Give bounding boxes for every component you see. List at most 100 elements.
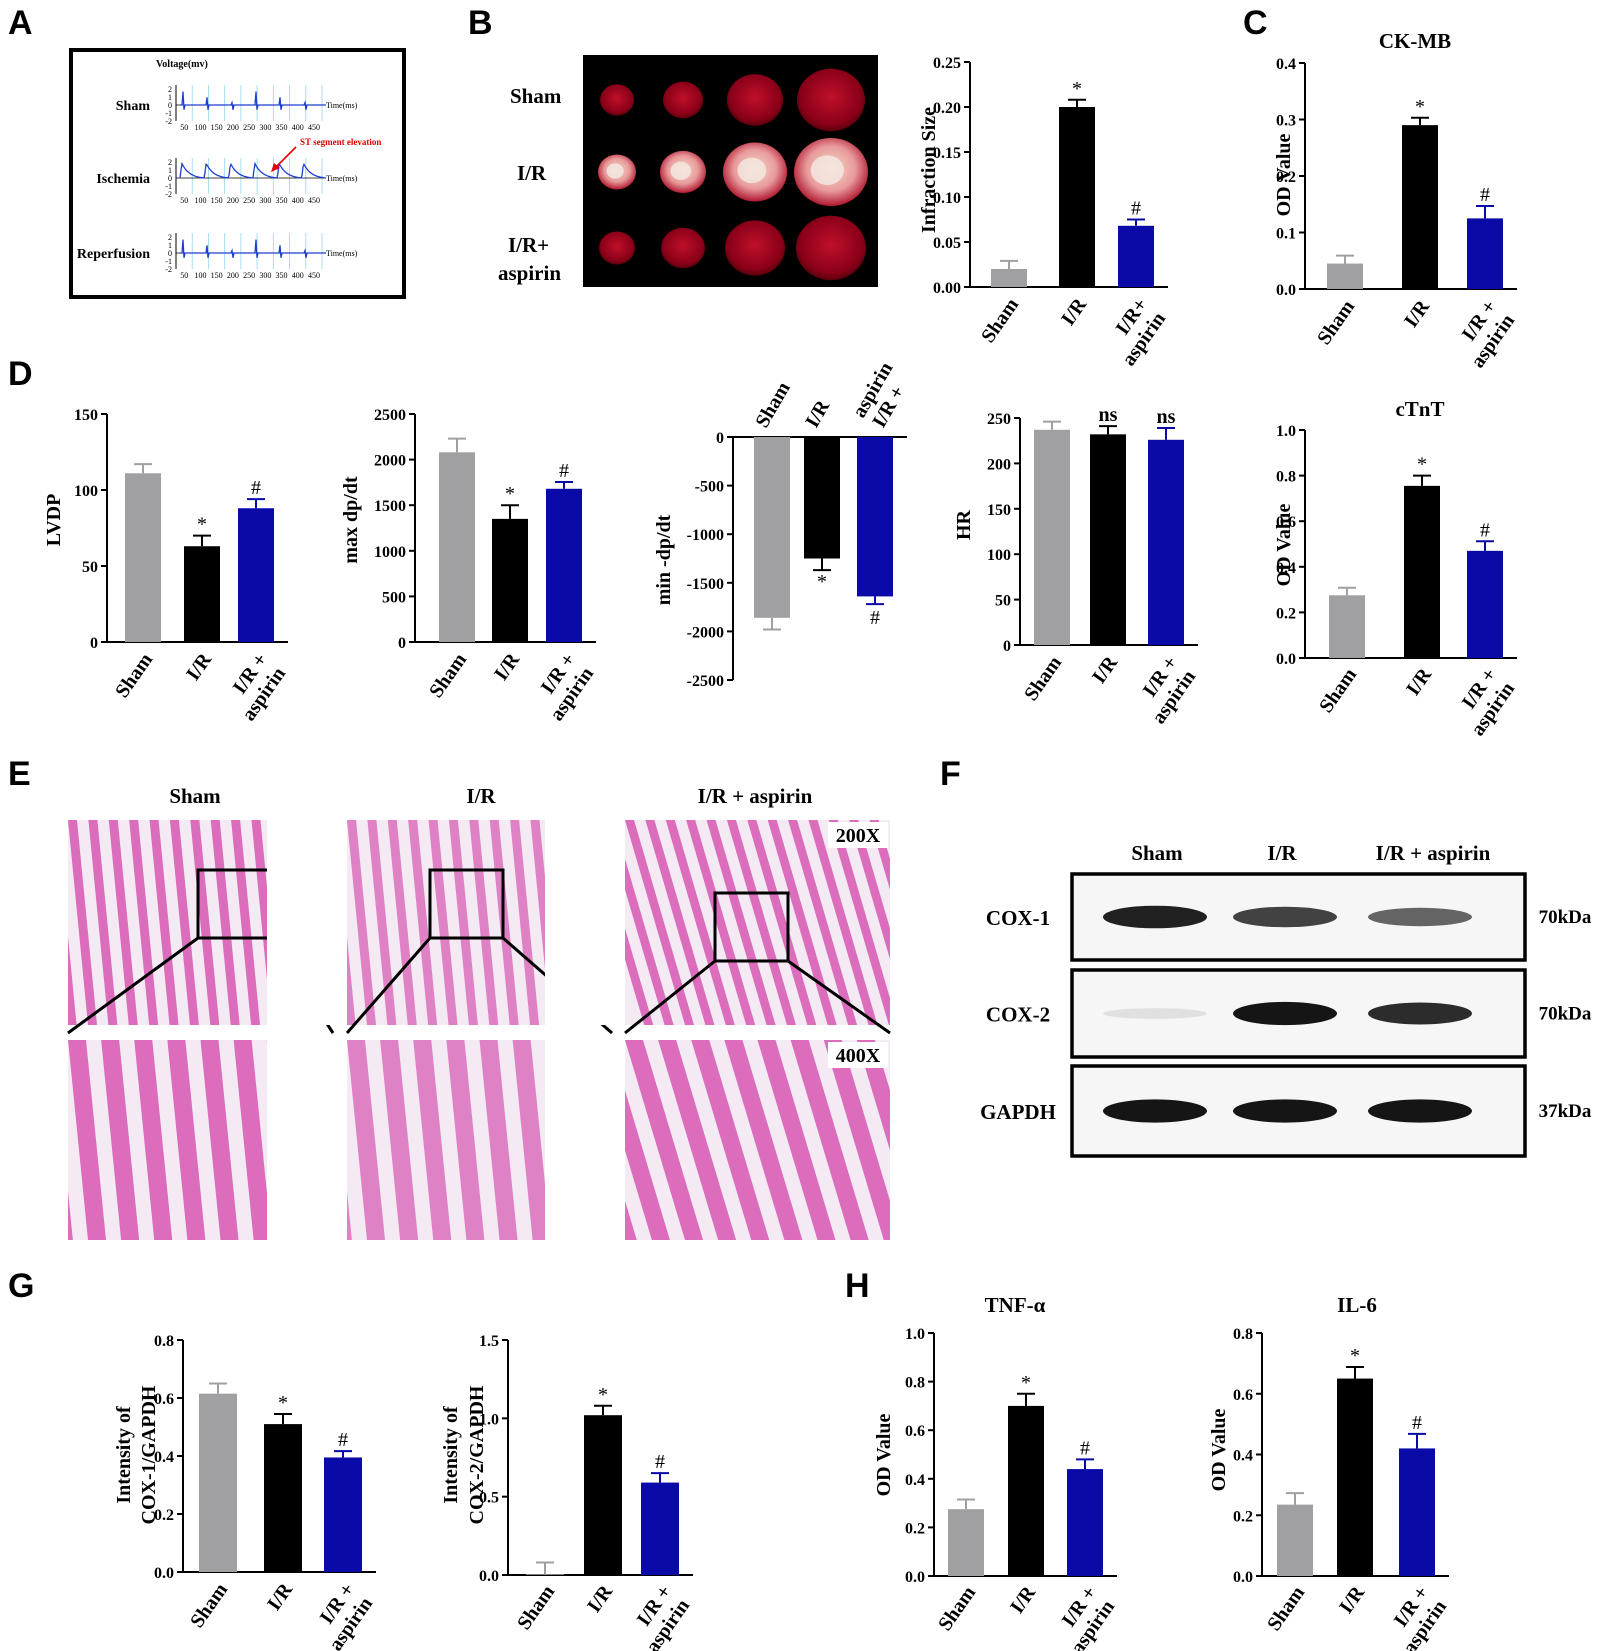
bar-2	[238, 508, 274, 642]
y-axis-label: Infraction Size	[918, 107, 940, 233]
bar-0	[948, 1509, 984, 1576]
western-blot-panel: Sham I/R I/R + aspirin COX-1 70kDa COX-2 70…	[980, 841, 1592, 1158]
y-tick-label: -2000	[687, 624, 724, 641]
y-tick-label: -2500	[687, 673, 724, 690]
category-label-0: Sham	[111, 649, 157, 702]
ecg-row-0: Sham 210-1-2 50 100 150 200 250 300 350 400 450 Tim…	[116, 85, 358, 132]
significance-mark-1: ns	[1099, 404, 1118, 426]
histology-tiles: 200X400X200X400X200X400X	[0, 820, 1602, 1240]
ttc-row-label-sham: Sham	[510, 84, 562, 108]
category-label-1: I/R	[1400, 296, 1434, 332]
y-tick-label: 1.0	[1276, 423, 1296, 440]
y-tick-label: 0.0	[154, 1565, 174, 1582]
ecg-x-tick: 300	[259, 271, 271, 280]
muscle-fibre	[767, 820, 837, 1025]
blot-protein-label: GAPDH	[980, 1100, 1056, 1124]
ecg-frame	[69, 48, 406, 299]
y-tick-label: 50	[82, 559, 98, 576]
muscle-fibre	[101, 1040, 140, 1240]
category-label-0: Sham	[751, 378, 795, 432]
y-tick-label: 0.05	[933, 235, 961, 252]
bar-0	[199, 1393, 237, 1572]
significance-mark-2: #	[870, 607, 880, 629]
ecg-x-tick: 50	[180, 196, 188, 205]
bar-0	[439, 452, 475, 642]
muscle-fibre	[788, 820, 858, 1025]
mag-label-bg	[828, 1042, 888, 1068]
tile-mask	[267, 1040, 347, 1240]
muscle-fibre	[167, 1040, 206, 1240]
significance-mark-1: *	[505, 483, 515, 505]
y-axis-label: OD Value	[1208, 1408, 1230, 1491]
infarct-area	[606, 163, 624, 179]
tile-mask	[545, 1040, 625, 1240]
y-tick-label: 0.8	[1276, 469, 1296, 486]
significance-mark-1: *	[1072, 78, 1082, 100]
ecg-annotation: ST segment elevation	[271, 137, 381, 172]
blot-row-cox-2: COX-2 70kDa	[986, 968, 1592, 1059]
ecg-x-tick: 300	[259, 196, 271, 205]
ttc-hearts	[598, 68, 868, 281]
heart-slice	[600, 84, 634, 116]
muscle-fibre	[134, 1040, 173, 1240]
ecg-y-tick: 2	[168, 233, 172, 242]
significance-mark-2: #	[1480, 184, 1490, 206]
muscle-fibre	[347, 1040, 385, 1240]
ecg-x-tick: 150	[211, 271, 223, 280]
ecg-x-tick: 400	[292, 123, 304, 132]
ecg-x-label: Time(ms)	[326, 174, 358, 183]
y-tick-label: 0.20	[933, 100, 961, 117]
y-axis-label: min -dp/dt	[653, 514, 675, 605]
bar-1	[1337, 1378, 1373, 1576]
bar-0	[1327, 263, 1363, 289]
significance-mark-1: *	[1021, 1372, 1031, 1394]
muscle-fibre	[790, 1040, 869, 1240]
ecg-row-label: Ischemia	[96, 172, 150, 187]
chart-infarct: 0.00 0.05 0.10 0.15 0.20 0.25 Infraction Size *…	[918, 55, 1170, 370]
muscle-fibre	[726, 820, 796, 1025]
muscle-fibre	[706, 820, 776, 1025]
ecg-y-tick: 1	[168, 166, 172, 175]
y-tick-label: 0.3	[1276, 113, 1296, 130]
y-tick-label: 0	[1003, 638, 1011, 655]
ecg-y-tick: -2	[165, 190, 172, 199]
significance-mark-2: #	[338, 1429, 348, 1451]
chart-mindp: 0 -500 -1000 -1500 -2000 -2500 min -dp/dt * # Sha…	[653, 359, 909, 690]
y-tick-label: 0.0	[905, 1569, 925, 1586]
category-label-1: I/R	[490, 649, 524, 685]
category-label-0: Sham	[425, 649, 471, 702]
y-tick-label: 0.10	[933, 190, 961, 207]
bar-1	[1008, 1405, 1044, 1576]
muscle-fibre	[686, 820, 756, 1025]
ecg-x-tick: 100	[194, 123, 206, 132]
muscle-fibre	[510, 820, 540, 1025]
category-label-1: I/R	[263, 1579, 297, 1615]
significance-mark-2: #	[1412, 1412, 1422, 1434]
bar-0	[526, 1574, 564, 1575]
chart-title: CK-MB	[1379, 29, 1451, 53]
muscle-fibre	[828, 820, 898, 1025]
y-tick-label: 0.2	[905, 1520, 925, 1537]
ecg-row-label: Reperfusion	[77, 247, 150, 262]
bar-1	[492, 518, 528, 642]
y-tick-label: 0.25	[933, 55, 961, 72]
panel-letter-g: G	[8, 1267, 34, 1305]
y-axis-label: OD Value	[1273, 503, 1295, 586]
y-tick-label: 2500	[374, 407, 406, 424]
category-label-1: I/R	[801, 396, 834, 432]
muscle-fibre	[479, 1040, 518, 1240]
zoom-line-left	[345, 937, 432, 1034]
infarct-area	[737, 157, 767, 184]
ecg-y-tick: 0	[168, 249, 172, 258]
y-axis-label: LVDP	[43, 494, 65, 547]
panel-letter-d: D	[8, 355, 33, 393]
zoom-box	[428, 868, 505, 940]
chart-title: cTnT	[1395, 397, 1444, 421]
infarct-area	[810, 155, 844, 185]
bar-2	[1148, 439, 1184, 645]
chart-title: TNF-α	[985, 1293, 1046, 1317]
histo-col-ir: I/R	[466, 784, 496, 808]
panel-letter-h: H	[845, 1267, 870, 1305]
